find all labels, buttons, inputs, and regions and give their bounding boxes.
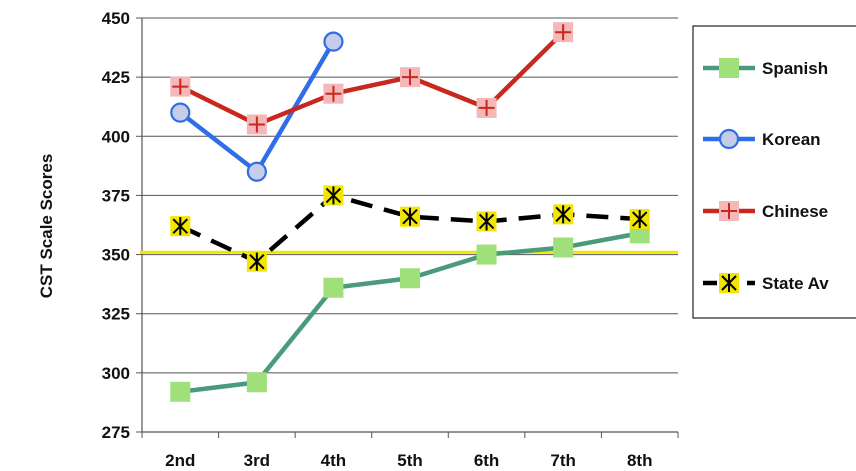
y-tick-labels: 275 300 325 350 375 400 425 450 <box>102 9 130 442</box>
marker-circle <box>323 31 344 52</box>
x-tick-label: 7th <box>550 451 576 470</box>
marker-square <box>719 58 739 78</box>
marker-square <box>170 381 191 402</box>
y-tick-label: 375 <box>102 186 130 205</box>
legend-item: Chinese <box>703 201 828 221</box>
series-spanish <box>170 223 650 402</box>
series-line <box>178 40 336 175</box>
x-tick-label: 8th <box>627 451 653 470</box>
legend-label: State Av <box>762 274 829 293</box>
y-tick-label: 350 <box>102 246 130 265</box>
y-tick-label: 425 <box>102 68 130 87</box>
legend-item: Korean <box>703 128 821 150</box>
series-line <box>179 30 565 127</box>
marker-square <box>400 268 420 289</box>
marker-circle <box>170 102 191 123</box>
marker-plus <box>555 24 572 41</box>
marker-star <box>478 212 495 231</box>
legend-item: State Av <box>703 273 829 293</box>
x-tick-label: 5th <box>397 451 423 470</box>
legend-label: Spanish <box>762 59 828 78</box>
marker-square <box>246 372 267 393</box>
series-state-av <box>170 185 650 272</box>
legend-label: Chinese <box>762 202 828 221</box>
marker-square <box>323 277 344 298</box>
marker-plus <box>325 85 342 102</box>
legend: Spanish Korean Chinese State Av <box>692 25 856 319</box>
y-tick-label: 450 <box>102 9 130 28</box>
marker-plus <box>402 69 418 86</box>
marker-star <box>402 207 418 226</box>
marker-star <box>325 186 342 205</box>
y-tick-label: 275 <box>102 423 130 442</box>
marker-plus <box>248 116 265 133</box>
legend-item: Spanish <box>703 58 828 78</box>
x-tick-labels: 2nd 3rd 4th 5th 6th 7th 8th <box>165 451 652 470</box>
x-tick-label: 2nd <box>165 451 195 470</box>
y-axis-label: CST Scale Scores <box>37 154 56 299</box>
marker-plus <box>478 99 495 116</box>
y-tick-label: 300 <box>102 364 130 383</box>
series-group <box>170 22 650 402</box>
marker-plus <box>721 203 737 219</box>
marker-star <box>172 217 188 236</box>
y-tick-label: 400 <box>102 127 130 146</box>
y-tick-label: 325 <box>102 305 130 324</box>
x-tick-label: 3rd <box>244 451 270 470</box>
marker-circle <box>246 161 267 182</box>
marker-star <box>555 205 571 224</box>
marker-star <box>632 210 648 229</box>
x-tick-label: 6th <box>474 451 500 470</box>
marker-square <box>476 244 497 265</box>
marker-star <box>721 274 737 292</box>
marker-circle <box>718 128 740 150</box>
x-tick-label: 4th <box>321 451 347 470</box>
series-chinese <box>170 22 574 135</box>
axes <box>136 17 679 438</box>
marker-square <box>553 237 574 258</box>
marker-plus <box>172 78 189 95</box>
series-korean <box>170 31 344 182</box>
legend-label: Korean <box>762 130 821 149</box>
marker-star <box>249 252 265 271</box>
